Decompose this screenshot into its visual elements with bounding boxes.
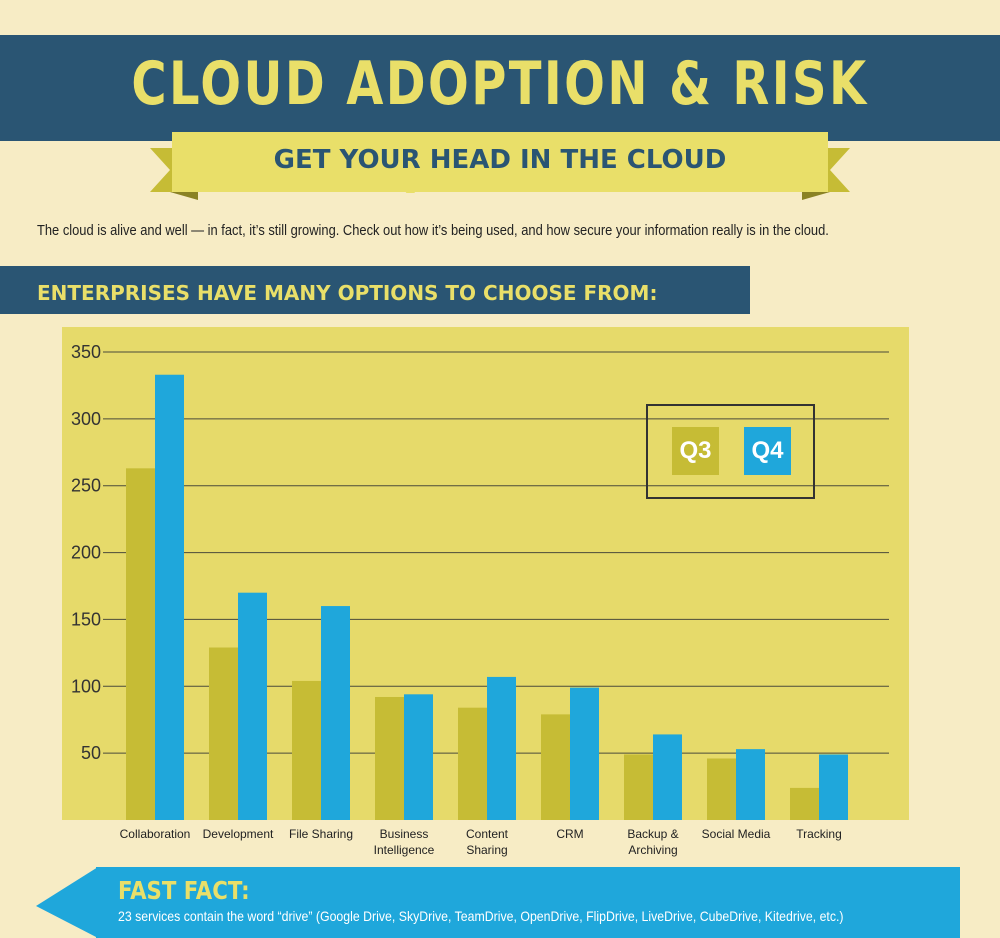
bar-q4 [487, 676, 516, 820]
section-title: ENTERPRISES HAVE MANY OPTIONS TO CHOOSE … [37, 281, 658, 305]
fast-fact-box [96, 867, 960, 938]
bar-q3 [292, 680, 321, 820]
bar-q4 [736, 749, 765, 820]
bar-q3 [375, 696, 404, 820]
bar-q4 [155, 374, 184, 820]
bar-q3 [458, 707, 487, 820]
x-tick-label: Archiving [628, 843, 677, 857]
y-tick-label: 350 [71, 342, 101, 362]
x-tick-label: Social Media [702, 827, 771, 841]
bar-q4 [570, 687, 599, 820]
x-tick-label: Collaboration [120, 827, 191, 841]
x-tick-label: Sharing [466, 843, 507, 857]
x-tick-label: Intelligence [374, 843, 435, 857]
y-tick-label: 300 [71, 409, 101, 429]
bar-q3 [707, 758, 736, 820]
fast-fact-tail [36, 867, 98, 938]
x-tick-label: Development [203, 827, 274, 841]
bar-q3 [209, 647, 238, 820]
x-tick-label: Content [466, 827, 509, 841]
bar-q4 [321, 606, 350, 820]
title-banner [0, 35, 1000, 141]
bar-q4 [404, 694, 433, 820]
bar-q4 [238, 592, 267, 820]
bar-q3 [126, 468, 155, 820]
legend-box [646, 404, 815, 499]
bar-q4 [819, 754, 848, 820]
bar-chart: 50 100 150 200 250 300 350 Collaboration Develop… [71, 342, 889, 857]
legend-q3: Q3 [672, 427, 719, 475]
x-tick-label: Business [380, 827, 429, 841]
legend-q4: Q4 [744, 427, 791, 475]
bar-q4 [653, 734, 682, 820]
y-tick-label: 100 [71, 676, 101, 696]
fast-fact-title: FAST FACT: [118, 876, 250, 905]
y-tick-label: 200 [71, 543, 101, 563]
y-tick-label: 250 [71, 476, 101, 496]
y-tick-label: 50 [81, 743, 101, 763]
fast-fact-text: 23 services contain the word “drive” (Go… [118, 908, 844, 924]
x-tick-label: CRM [556, 827, 583, 841]
bar-q3 [541, 714, 570, 820]
bar-q3 [624, 754, 653, 820]
x-tick-label: Backup & [627, 827, 678, 841]
section-bar [0, 266, 750, 314]
x-tick-label: File Sharing [289, 827, 353, 841]
y-tick-label: 150 [71, 609, 101, 629]
x-tick-label: Tracking [796, 827, 842, 841]
page-subtitle: GET YOUR HEAD IN THE CLOUD [273, 145, 727, 175]
intro-text: The cloud is alive and well — in fact, i… [37, 222, 829, 239]
bar-q3 [790, 787, 819, 820]
